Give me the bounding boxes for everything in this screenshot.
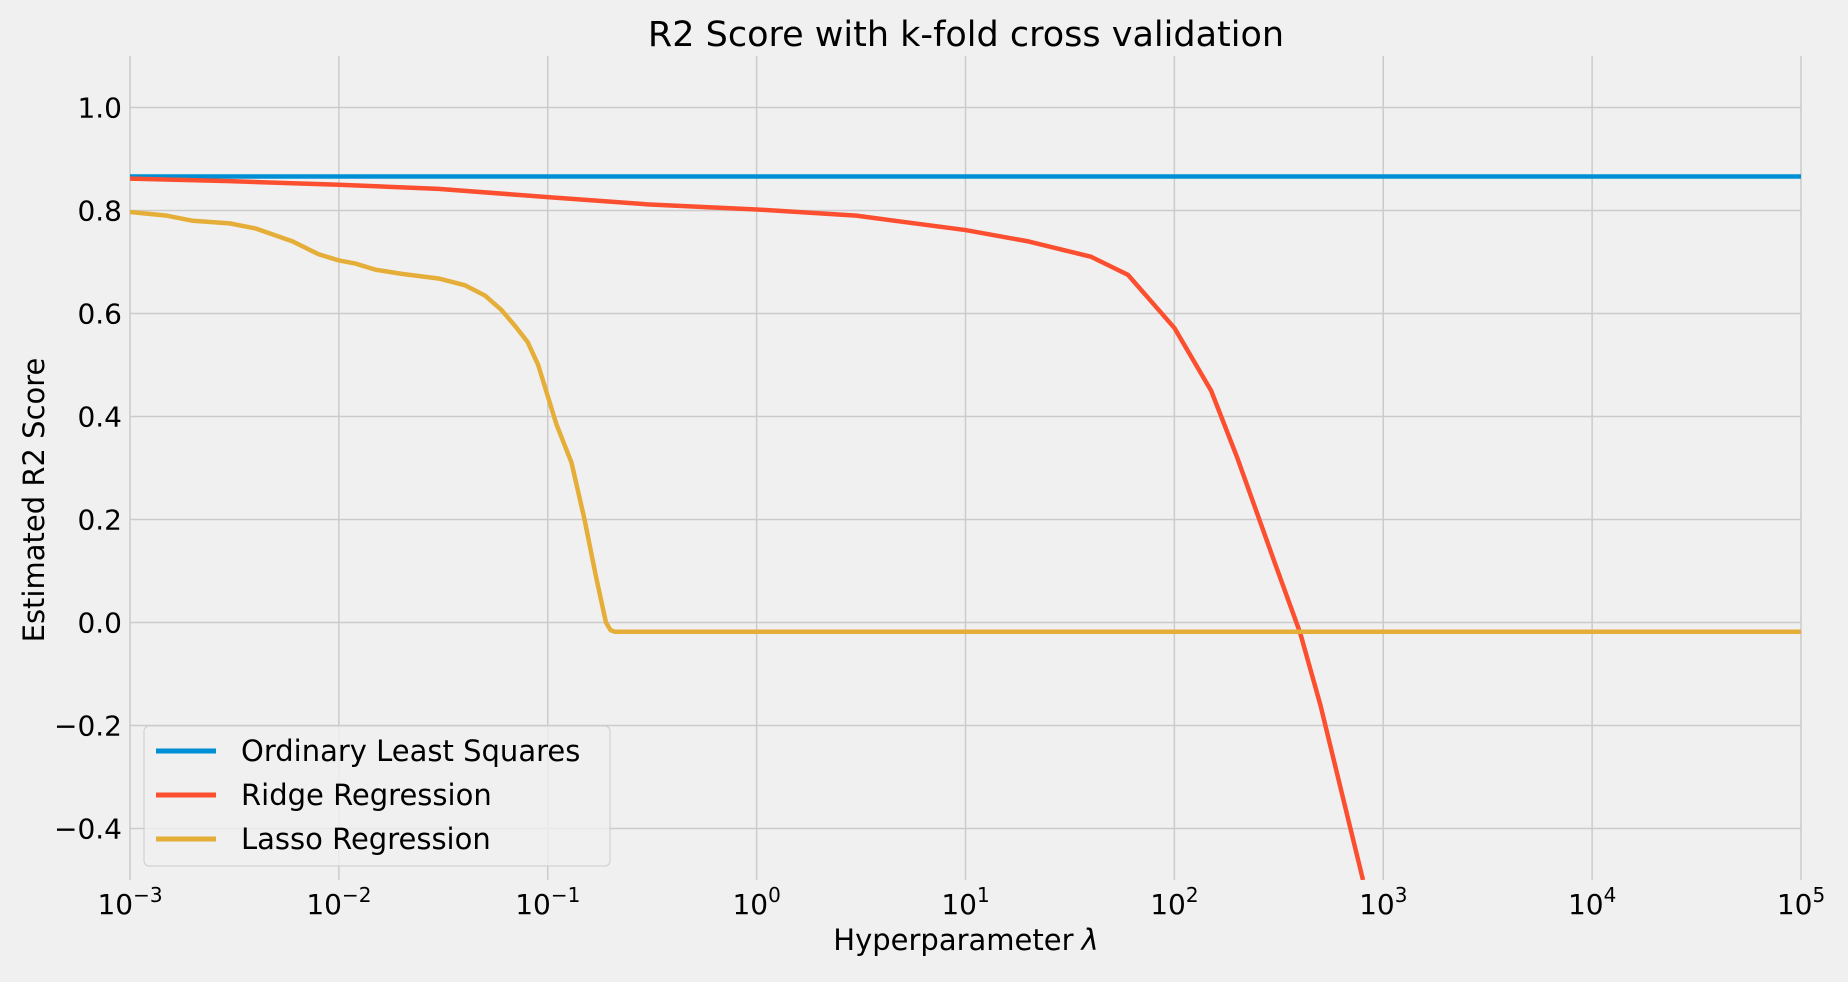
x-axis-label: Hyperparameter λ xyxy=(833,923,1098,957)
x-tick-base: 10 xyxy=(1777,888,1813,921)
x-tick-label: 101 xyxy=(941,883,989,921)
grid-lines xyxy=(129,56,1802,880)
legend-label-lasso: Lasso Regression xyxy=(241,822,491,856)
y-tick-label: 0.6 xyxy=(77,298,122,331)
y-tick-label: 0.2 xyxy=(77,504,122,537)
x-axis-label-symbol: λ xyxy=(1080,923,1099,957)
legend-box xyxy=(143,725,611,867)
x-tick-label: 105 xyxy=(1777,883,1825,921)
x-tick-base: 10 xyxy=(306,888,342,921)
x-tick-base: 10 xyxy=(515,888,551,921)
y-tick-label: −0.2 xyxy=(54,710,122,743)
legend: Ordinary Least Squares Ridge Regression … xyxy=(143,725,611,867)
y-axis-label: Estimated R2 Score xyxy=(17,358,51,643)
x-tick-exponent: 3 xyxy=(1395,883,1408,907)
x-tick-base: 10 xyxy=(941,888,977,921)
x-tick-base: 10 xyxy=(1150,888,1186,921)
x-tick-exponent: −3 xyxy=(133,883,162,907)
chart-title: R2 Score with k-fold cross validation xyxy=(648,15,1284,55)
tick-labels: 10−3 10−2 10−1 100 101 102 103 104 105−0.4−0.20.… xyxy=(54,92,1825,922)
x-tick-label: 103 xyxy=(1359,883,1407,921)
x-tick-exponent: −2 xyxy=(342,883,371,907)
x-tick-label: 10−3 xyxy=(97,883,162,921)
y-tick-label: 0.0 xyxy=(77,607,122,640)
x-axis-label-text: Hyperparameter xyxy=(833,923,1073,957)
series-line-ridge xyxy=(130,176,1366,880)
x-tick-label: 10−1 xyxy=(515,883,580,921)
y-tick-label: 1.0 xyxy=(77,92,122,125)
x-tick-base: 10 xyxy=(97,888,133,921)
x-tick-base: 10 xyxy=(1359,888,1395,921)
legend-label-ridge: Ridge Regression xyxy=(241,778,492,812)
series-line-lasso xyxy=(130,209,1801,635)
x-tick-label: 10−2 xyxy=(306,883,371,921)
x-tick-base: 10 xyxy=(732,888,768,921)
x-tick-exponent: 0 xyxy=(768,883,781,907)
y-tick-label: 0.4 xyxy=(77,401,122,434)
x-tick-exponent: 2 xyxy=(1186,883,1199,907)
x-tick-label: 104 xyxy=(1568,883,1616,921)
x-tick-base: 10 xyxy=(1568,888,1604,921)
series-lines xyxy=(130,174,1801,880)
x-tick-label: 102 xyxy=(1150,883,1198,921)
y-tick-label: 0.8 xyxy=(77,195,122,228)
x-tick-exponent: −1 xyxy=(551,883,580,907)
legend-label-ols: Ordinary Least Squares xyxy=(241,734,580,768)
x-tick-exponent: 4 xyxy=(1604,883,1617,907)
x-tick-exponent: 1 xyxy=(977,883,990,907)
x-tick-exponent: 5 xyxy=(1812,883,1825,907)
x-tick-label: 100 xyxy=(732,883,780,921)
y-tick-label: −0.4 xyxy=(54,813,122,846)
